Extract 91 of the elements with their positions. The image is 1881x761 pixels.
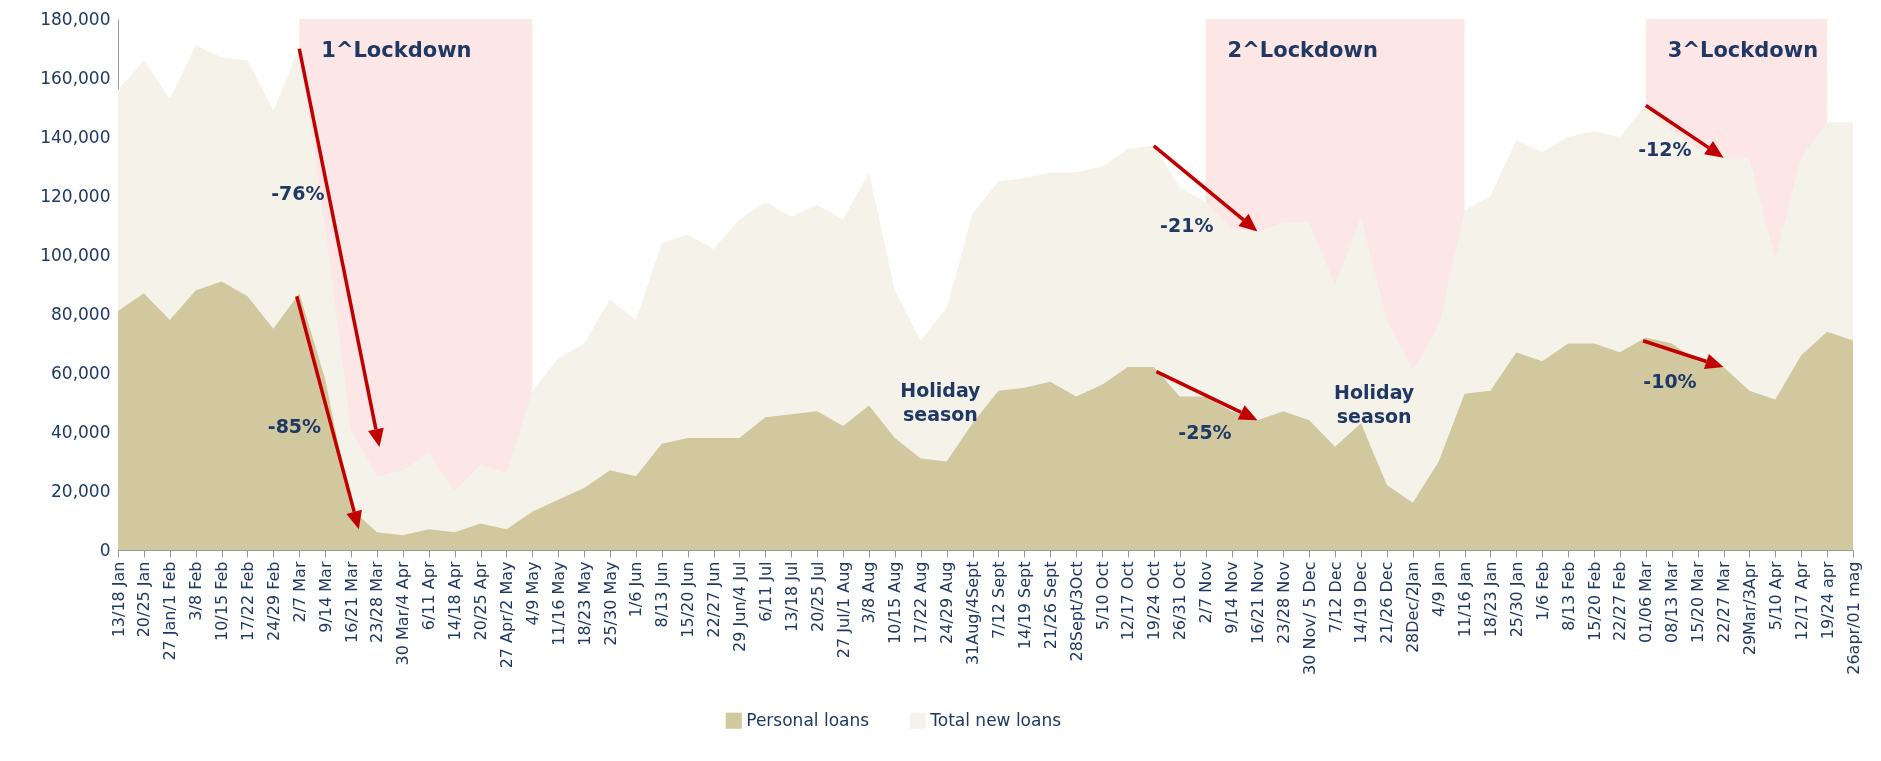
annotation: Holiday season [900,378,982,425]
annotation: -85% [267,414,322,437]
legend-label: Personal loans [746,709,870,730]
x-tick-label: 20/25 Jul [807,561,827,632]
x-tick-label: 3/8 Feb [186,561,206,621]
x-tick-label: 27 Jan/1 Feb [160,561,180,661]
x-tick-label: 24/29 Aug [937,561,957,644]
x-tick-label: 11/16 May [548,561,568,646]
x-tick-label: 19/24 Oct [1144,561,1164,641]
x-tick-label: 2/7 Nov [1196,561,1216,624]
annotation: -76% [271,181,325,204]
x-tick-label: 1/6 Feb [1532,561,1552,621]
y-tick-label: 120,000 [40,185,111,206]
x-tick-label: 21/26 Dec [1377,561,1397,644]
x-tick-label: 28Sept/3Oct [1066,561,1086,662]
x-tick-label: 14/18 Apr [445,561,465,641]
x-tick-label: 25/30 May [600,561,620,646]
x-tick-label: 08/13 Mar [1662,561,1682,643]
annotation: -21% [1160,214,1214,237]
x-tick-label: 9/14 Nov [1222,561,1242,634]
x-tick-label: 19/24 apr [1817,561,1837,640]
band-label: 3^Lockdown [1667,38,1819,62]
x-tick-label: 31Aug/4Sept [963,561,983,666]
x-tick-label: 26/31 Oct [1170,561,1190,641]
x-tick-label: 27 Jul/1 Aug [833,561,853,659]
y-tick-label: 20,000 [51,480,111,501]
y-tick-label: 0 [99,539,111,560]
x-tick-label: 5/10 Apr [1765,561,1785,631]
x-tick-label: 26apr/01 mag [1843,561,1863,675]
x-tick-label: 20/25 Jan [134,561,154,638]
x-tick-label: 5/10 Oct [1092,561,1112,631]
x-tick-label: 12/17 Oct [1118,561,1138,641]
y-tick-label: 60,000 [51,362,111,383]
x-tick-label: 30 Mar/4 Apr [393,561,413,666]
x-tick-label: 8/13 Jun [652,561,672,628]
x-tick-label: 3/8 Aug [859,561,879,624]
x-tick-label: 8/13 Feb [1558,561,1578,631]
x-tick-label: 13/18 Jul [781,561,801,632]
y-tick-label: 160,000 [40,67,111,88]
band-label: 2^Lockdown [1227,38,1378,62]
x-tick-label: 10/15 Feb [212,561,232,642]
y-tick-label: 140,000 [40,126,111,147]
x-tick-label: 29Mar/3Apr [1739,561,1759,656]
annotation: -12% [1638,138,1692,161]
annotation: -25% [1178,421,1232,444]
y-tick-label: 100,000 [40,244,111,265]
x-tick-label: 15/20 Feb [1584,561,1604,642]
y-tick-label: 180,000 [40,8,111,29]
x-tick-label: 18/23 May [574,561,594,646]
x-tick-label: 14/19 Dec [1351,561,1371,644]
x-tick-label: 22/27 Mar [1714,561,1734,643]
x-tick-label: 17/22 Feb [237,561,257,642]
x-tick-label: 20/25 Apr [471,561,491,641]
y-tick-label: 40,000 [51,421,111,442]
x-tick-label: 16/21 Nov [1247,561,1267,644]
x-tick-label: 22/27 Feb [1610,561,1630,642]
x-tick-label: 7/12 Dec [1325,561,1345,634]
x-tick-label: 9/14 Mar [315,561,335,633]
y-tick-label: 80,000 [51,303,111,324]
x-tick-label: 01/06 Mar [1636,561,1656,643]
x-tick-label: 6/11 Apr [419,561,439,631]
x-tick-label: 28Dec/2Jan [1403,561,1423,654]
x-tick-label: 2/7 Mar [289,561,309,623]
x-tick-label: 17/22 Aug [911,561,931,644]
x-tick-label: 27 Apr/2 May [496,561,516,669]
x-tick-label: 4/9 Jan [1429,561,1449,617]
x-tick-label: 24/29 Feb [263,561,283,642]
x-tick-label: 1/6 Jun [626,561,646,618]
legend-label: Total new loans [929,709,1062,730]
x-tick-label: 21/26 Sept [1040,561,1060,650]
x-tick-label: 15/20 Mar [1688,561,1708,643]
x-tick-label: 25/30 Jan [1506,561,1526,638]
x-tick-label: 16/21 Mar [341,561,361,643]
x-tick-label: 23/28 Nov [1273,561,1293,644]
x-tick-label: 14/19 Sept [1014,561,1034,650]
x-tick-label: 7/12 Sept [988,561,1008,639]
annotation: Holiday season [1334,380,1415,427]
band-label: 1^Lockdown [321,38,472,62]
x-tick-label: 23/28 Mar [367,561,387,643]
x-tick-label: 29 Jun/4 Jul [729,561,749,652]
x-tick-label: 12/17 Apr [1791,561,1811,641]
x-tick-label: 13/18 Jan [108,561,128,638]
x-tick-label: 18/23 Jan [1480,561,1500,638]
annotation: -10% [1643,369,1697,392]
x-tick-label: 4/9 May [522,561,542,626]
x-tick-label: 30 Nov/ 5 Dec [1299,561,1319,675]
x-tick-label: 10/15 Aug [885,561,905,644]
x-tick-label: 11/16 Jan [1455,561,1475,638]
x-tick-label: 15/20 Jun [678,561,698,638]
x-tick-label: 6/11 Jul [755,561,775,622]
x-tick-label: 22/27 Jun [704,561,724,638]
